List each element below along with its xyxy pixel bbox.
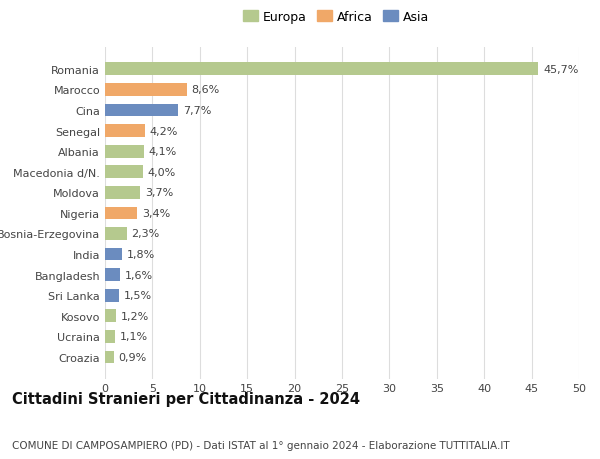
Bar <box>105 248 122 261</box>
Text: 4,1%: 4,1% <box>149 147 177 157</box>
Text: 3,4%: 3,4% <box>142 208 170 218</box>
Text: 1,2%: 1,2% <box>121 311 149 321</box>
Text: 3,7%: 3,7% <box>145 188 173 198</box>
Bar <box>105 207 137 220</box>
Text: 7,7%: 7,7% <box>183 106 211 116</box>
Text: Cittadini Stranieri per Cittadinanza - 2024: Cittadini Stranieri per Cittadinanza - 2… <box>12 391 360 406</box>
Bar <box>105 186 140 199</box>
Bar <box>105 63 538 76</box>
Text: 0,9%: 0,9% <box>118 353 146 362</box>
Bar <box>105 125 145 138</box>
Text: 45,7%: 45,7% <box>543 65 578 74</box>
Text: 1,8%: 1,8% <box>127 250 155 259</box>
Text: 8,6%: 8,6% <box>191 85 220 95</box>
Text: 2,3%: 2,3% <box>131 229 160 239</box>
Text: 4,0%: 4,0% <box>148 168 176 177</box>
Bar <box>105 289 119 302</box>
Text: 1,6%: 1,6% <box>125 270 153 280</box>
Bar <box>105 330 115 343</box>
Legend: Europa, Africa, Asia: Europa, Africa, Asia <box>241 9 431 27</box>
Text: 1,1%: 1,1% <box>120 332 148 341</box>
Bar <box>105 269 120 281</box>
Text: COMUNE DI CAMPOSAMPIERO (PD) - Dati ISTAT al 1° gennaio 2024 - Elaborazione TUTT: COMUNE DI CAMPOSAMPIERO (PD) - Dati ISTA… <box>12 440 509 450</box>
Bar <box>105 228 127 241</box>
Bar <box>105 146 144 158</box>
Text: 1,5%: 1,5% <box>124 291 152 301</box>
Bar <box>105 351 113 364</box>
Bar <box>105 166 143 179</box>
Bar <box>105 104 178 117</box>
Bar <box>105 310 116 323</box>
Text: 4,2%: 4,2% <box>149 126 178 136</box>
Bar <box>105 84 187 96</box>
